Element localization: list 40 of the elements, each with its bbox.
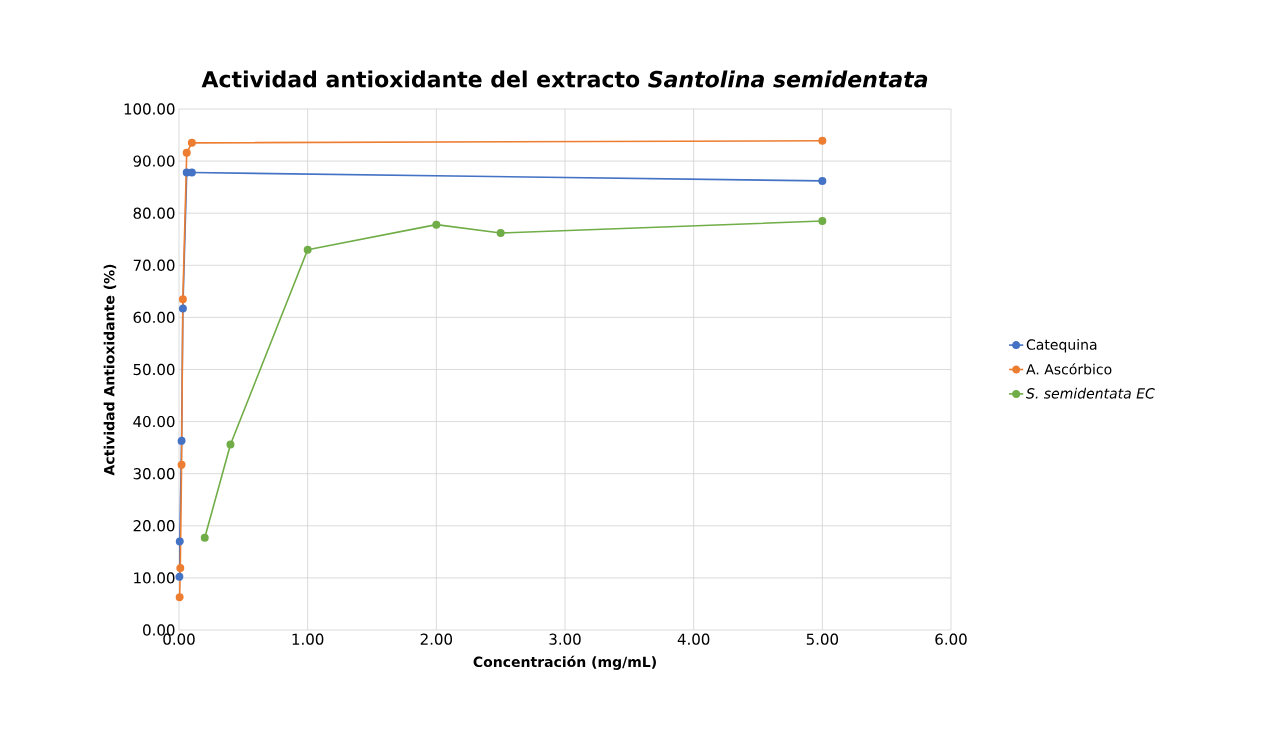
legend-label: A. Ascórbico [1026,363,1112,375]
y-tick-label: 50.00 [133,363,175,376]
y-tick-label: 80.00 [133,207,175,219]
point [175,572,184,581]
x-axis-title: Concentración (mg/mL) [473,655,656,670]
legend-label: Catequina [1026,339,1097,353]
point [432,220,441,229]
point [818,217,827,226]
point [496,228,505,237]
x-tick-label: 2.00 [420,633,453,645]
y-tick-label: 60.00 [133,311,175,324]
point [177,460,186,469]
y-tick-label: 20.00 [133,520,175,532]
y-tick-label: 70.00 [133,259,175,271]
point [818,136,827,145]
point [175,537,184,546]
point [200,533,209,542]
point [178,304,187,313]
y-tick-label: 10.00 [134,572,175,584]
y-tick-label: 40.00 [133,415,175,428]
point [177,436,186,445]
chart-title: Actividad antioxidante del extracto Santolina semidentata [201,70,928,88]
point [178,295,187,304]
point [303,245,312,254]
x-tick-label: 4.00 [677,633,710,645]
point [187,138,196,147]
point [226,440,235,449]
legend-label: S. semidentata EC [1026,387,1155,399]
point [182,148,191,157]
y-axis-title: Actividad Antioxidante (%) [103,264,117,476]
point [176,564,185,572]
point [175,593,184,602]
y-tick-label: 90.00 [133,155,175,167]
x-tick-label: 1.00 [292,633,324,645]
x-tick-label: 5.00 [806,633,839,645]
y-tick-label: 30.00 [133,468,175,480]
x-tick-label: 6.00 [935,633,967,645]
y-tick-label: 100.00 [124,103,175,115]
x-tick-label: 3.00 [549,633,581,645]
point [818,176,827,185]
